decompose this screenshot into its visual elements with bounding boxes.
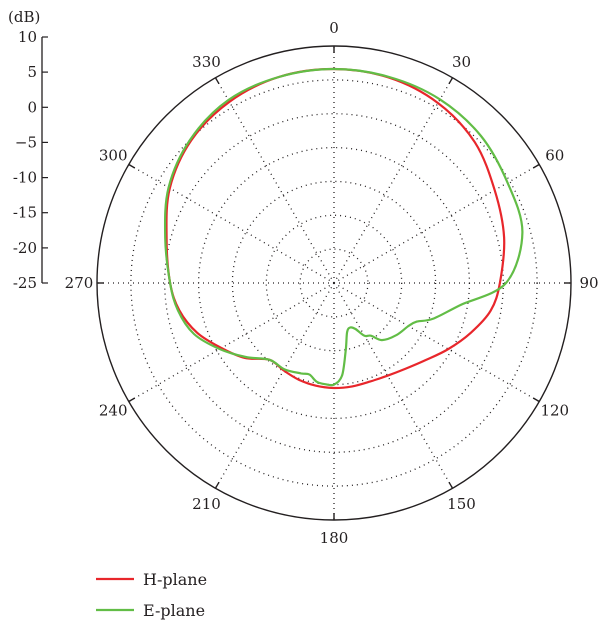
angle-tick-label: 30 xyxy=(452,53,471,71)
radial-tick-label: -15 xyxy=(13,204,37,222)
angle-tick-label: 210 xyxy=(192,495,221,513)
angle-tick-label: 270 xyxy=(65,274,94,292)
outer-tick xyxy=(214,481,220,489)
outer-tick xyxy=(532,397,540,403)
legend-label-h-plane: H-plane xyxy=(143,570,207,589)
grid-spoke xyxy=(128,282,335,403)
angle-tick-label: 150 xyxy=(447,495,476,513)
grid-ring xyxy=(231,180,437,386)
radial-tick-label: 0 xyxy=(27,98,37,116)
angle-tick-label: 60 xyxy=(545,147,564,165)
grid-spoke xyxy=(128,163,335,284)
angle-tick-labels: 0 30 60 90 120 150 180 210 240 270 300 330 xyxy=(65,19,599,547)
radial-tick-label: 5 xyxy=(27,63,37,81)
angle-tick-label: 300 xyxy=(99,147,128,165)
radial-tick-label: 10 xyxy=(18,28,37,46)
radial-tick-label: -20 xyxy=(13,239,37,257)
series-line-h-plane xyxy=(165,67,506,390)
series-layer xyxy=(163,67,524,390)
outer-tick xyxy=(128,163,136,169)
angle-tick-label: 0 xyxy=(329,19,339,37)
angle-tick-label: 180 xyxy=(320,529,349,547)
grid-ring xyxy=(265,214,403,352)
legend-label-e-plane: E-plane xyxy=(143,601,205,620)
grid-ring xyxy=(130,79,538,487)
grid-spoke xyxy=(333,77,454,284)
angle-tick-label: 120 xyxy=(540,402,569,420)
legend: H-plane E-plane xyxy=(96,570,207,620)
angle-tick-label: 90 xyxy=(579,274,598,292)
polar-grid xyxy=(96,45,572,521)
radial-axis: (dB) 10 5 0 −5 -10 -15 -20 -25 xyxy=(8,8,48,292)
outer-tick xyxy=(448,481,454,489)
radial-tick-label: -10 xyxy=(13,169,37,187)
outer-tick xyxy=(128,397,136,403)
outer-tick xyxy=(448,77,454,85)
outer-tick xyxy=(214,77,220,85)
angle-tick-label: 330 xyxy=(192,53,221,71)
radial-tick-label: −5 xyxy=(15,133,37,151)
radial-unit-label: (dB) xyxy=(8,8,40,26)
grid-ring xyxy=(164,113,504,453)
radial-tick-label: -25 xyxy=(13,274,37,292)
outer-tick xyxy=(532,163,540,169)
grid-spoke xyxy=(214,77,335,284)
series-line-e-plane xyxy=(163,67,524,387)
grid-ring xyxy=(299,248,369,318)
angle-tick-label: 240 xyxy=(99,402,128,420)
